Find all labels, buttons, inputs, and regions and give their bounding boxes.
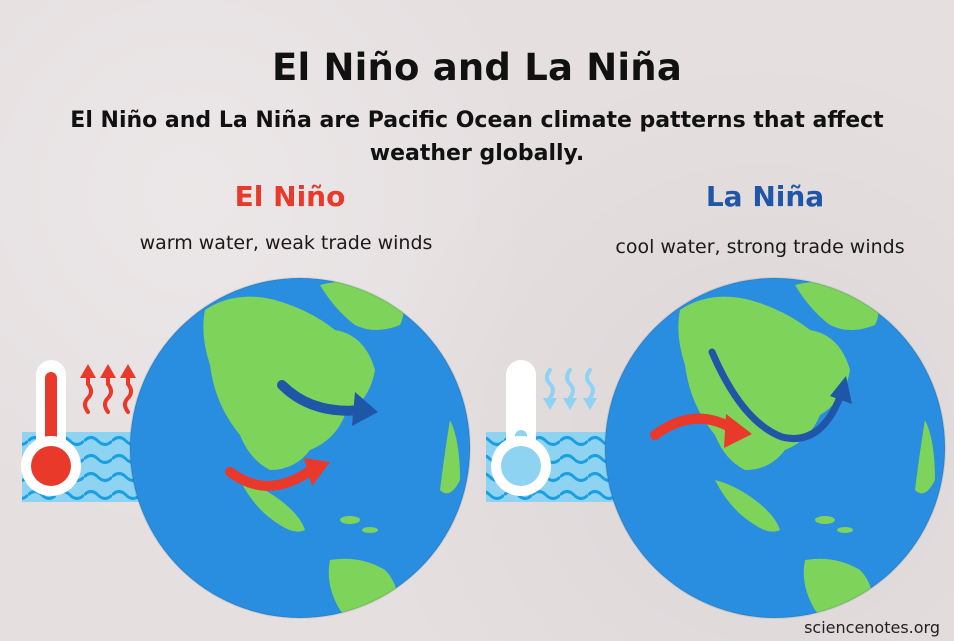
la-nina-red-jet-arrow-icon (650, 413, 752, 448)
rising-heat-arrows-icon (80, 364, 136, 414)
el-nino-heading: El Niño (234, 180, 346, 213)
falling-cool-arrows-icon (543, 368, 597, 410)
la-nina-description: cool water, strong trade winds (615, 236, 905, 258)
cold-thermometer-icon (491, 360, 551, 496)
el-nino-description: warm water, weak trade winds (139, 232, 433, 254)
el-nino-blue-jet-arrow-icon (277, 380, 378, 426)
globe-el-nino (129, 277, 471, 619)
globe-la-nina (604, 277, 946, 619)
el-nino-red-jet-arrow-icon (225, 458, 330, 491)
page-title: El Niño and La Niña (272, 46, 682, 89)
la-nina-blue-jet-arrow-icon (708, 348, 852, 442)
la-nina-heading: La Niña (705, 180, 825, 213)
source-credit: sciencenotes.org (804, 618, 940, 637)
hot-thermometer-icon (21, 360, 81, 496)
page-subtitle: El Niño and La Niña are Pacific Ocean cl… (70, 108, 884, 166)
